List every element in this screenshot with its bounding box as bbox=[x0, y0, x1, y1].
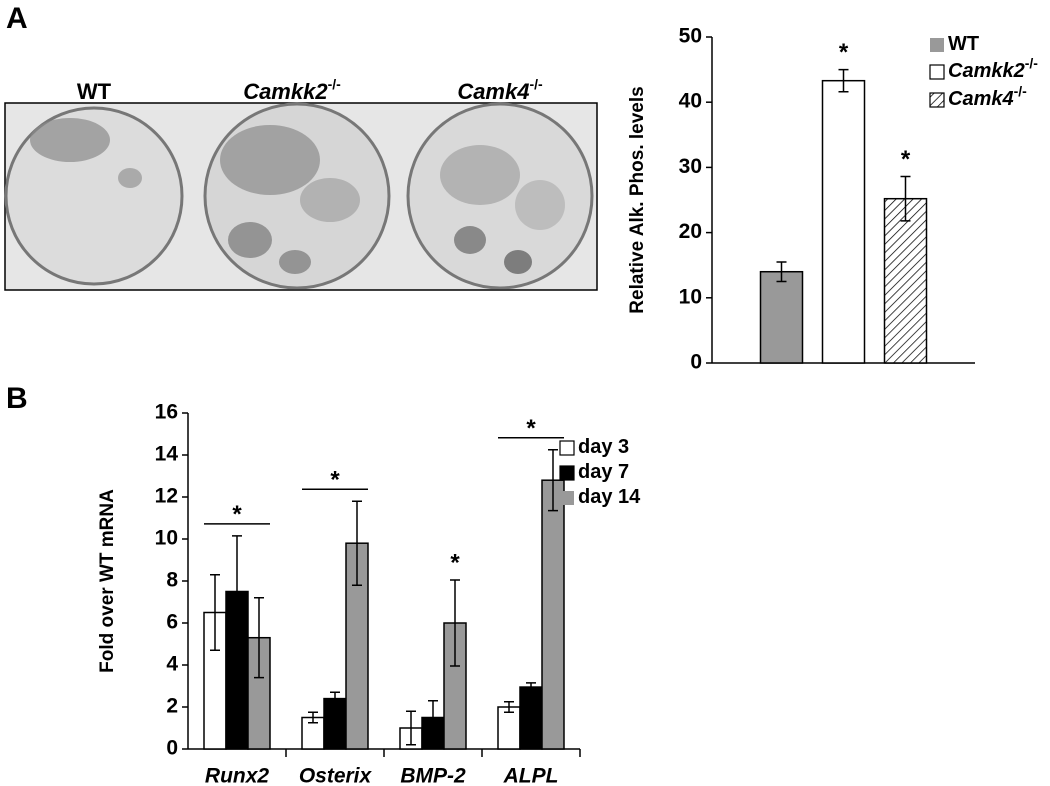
error-bar bbox=[232, 535, 242, 648]
x-tick-label: Runx2 bbox=[205, 765, 270, 786]
significance-star: * bbox=[901, 146, 911, 173]
legend-label: day 3 bbox=[578, 436, 629, 458]
y-tick-label: 6 bbox=[166, 611, 178, 634]
photo-label-sup: -/- bbox=[529, 76, 543, 92]
photo-label-sup: -/- bbox=[328, 76, 342, 92]
photo-label: WT bbox=[77, 79, 112, 104]
error-bar bbox=[428, 699, 438, 736]
error-bar bbox=[900, 175, 911, 222]
legend-entry: Camkk2-/- bbox=[948, 55, 1038, 83]
panel-label: A bbox=[6, 2, 28, 35]
legend-label-sup: -/- bbox=[1014, 83, 1028, 99]
error-bar bbox=[210, 573, 220, 652]
error-bar bbox=[308, 711, 318, 724]
significance-star: * bbox=[330, 467, 340, 494]
error-bar bbox=[406, 710, 416, 746]
x-tick-label: ALPL bbox=[503, 765, 559, 786]
y-tick-label: 30 bbox=[679, 155, 702, 178]
error-bar bbox=[450, 579, 460, 667]
error-bar bbox=[254, 597, 264, 679]
legend-label: day 14 bbox=[578, 486, 641, 508]
legend-label: Camkk2 bbox=[948, 60, 1025, 82]
x-tick-label: Osterix bbox=[299, 765, 373, 786]
y-tick-label: 40 bbox=[679, 90, 702, 113]
y-tick-label: 10 bbox=[679, 285, 702, 308]
significance-star: * bbox=[232, 501, 242, 528]
error-bar bbox=[838, 68, 849, 93]
bar bbox=[497, 706, 521, 750]
legend-entry: day 14 bbox=[578, 486, 641, 508]
photo-label-text: Camkk2 bbox=[243, 79, 328, 104]
y-axis-label: Fold over WT mRNA bbox=[97, 489, 118, 673]
y-tick-label: 0 bbox=[690, 351, 702, 374]
y-tick-label: 4 bbox=[166, 653, 178, 676]
significance-star: * bbox=[839, 39, 849, 66]
x-tick-label: BMP-2 bbox=[400, 765, 466, 786]
error-bar bbox=[352, 500, 362, 586]
significance-star: * bbox=[526, 415, 536, 442]
legend-label: Camk4 bbox=[948, 88, 1014, 110]
photo-label-text: WT bbox=[77, 79, 112, 104]
photo bbox=[4, 102, 598, 291]
bar bbox=[323, 697, 347, 750]
legend-swatch bbox=[559, 465, 575, 481]
legend-entry: WT bbox=[948, 33, 979, 55]
legend-swatch bbox=[930, 38, 944, 52]
legend-swatch bbox=[929, 64, 945, 80]
legend-entry: Camk4-/- bbox=[948, 83, 1027, 111]
photo-label-text: Camk4 bbox=[457, 79, 529, 104]
legend-swatch bbox=[559, 440, 575, 456]
y-tick-label: 10 bbox=[155, 527, 178, 550]
panel-label: B bbox=[6, 382, 28, 415]
photo-label: Camk4-/- bbox=[457, 76, 543, 104]
y-tick-label: 0 bbox=[166, 737, 178, 760]
legend-label: WT bbox=[948, 33, 979, 55]
photo-label: Camkk2-/- bbox=[243, 76, 341, 104]
significance-star: * bbox=[450, 549, 460, 576]
y-tick-label: 14 bbox=[155, 443, 179, 466]
y-axis-label: Relative Alk. Phos. levels bbox=[627, 86, 648, 313]
legend-swatch bbox=[560, 491, 574, 505]
error-bar bbox=[776, 261, 787, 283]
bar bbox=[759, 270, 804, 364]
y-tick-label: 8 bbox=[166, 569, 178, 592]
bar bbox=[821, 79, 866, 364]
y-tick-label: 2 bbox=[166, 695, 178, 718]
legend-entry: day 3 bbox=[578, 436, 629, 458]
error-bar bbox=[526, 682, 536, 692]
legend-swatch bbox=[929, 92, 945, 108]
bar bbox=[883, 197, 928, 364]
error-bar bbox=[330, 691, 340, 706]
y-tick-label: 50 bbox=[679, 25, 702, 48]
y-tick-label: 12 bbox=[155, 485, 178, 508]
legend-entry: day 7 bbox=[578, 461, 629, 483]
bar bbox=[541, 479, 565, 750]
legend-label: day 7 bbox=[578, 461, 629, 483]
y-tick-label: 20 bbox=[679, 220, 702, 243]
error-bar bbox=[504, 701, 514, 713]
legend-label-sup: -/- bbox=[1025, 55, 1039, 71]
y-tick-label: 16 bbox=[155, 401, 178, 424]
error-bar bbox=[548, 449, 558, 512]
bar bbox=[519, 686, 543, 750]
